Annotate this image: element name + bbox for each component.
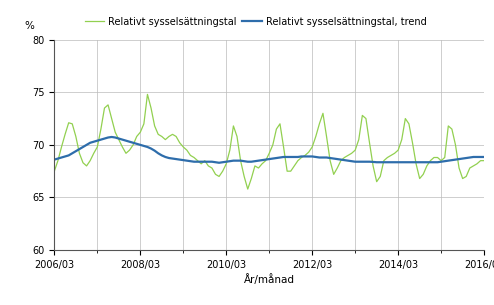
Relativt sysselsättningstal (51, 169, 57, 173)
X-axis label: År/månad: År/månad (244, 274, 295, 285)
Line: Relativt sysselsättningstal: Relativt sysselsättningstal (54, 94, 484, 189)
Relativt sysselsättningstal (238, 159, 244, 163)
Relativt sysselsättningstal (245, 187, 250, 191)
Relativt sysselsättningstal, trend (155, 152, 161, 155)
Relativt sysselsättningstal, trend (327, 156, 333, 160)
Relativt sysselsättningstal (349, 152, 355, 155)
Relativt sysselsättningstal (327, 159, 333, 163)
Relativt sysselsättningstal, trend (216, 161, 222, 165)
Text: %: % (24, 21, 34, 31)
Relativt sysselsättningstal, trend (459, 157, 465, 160)
Relativt sysselsättningstal, trend (51, 158, 57, 161)
Relativt sysselsättningstal, trend (109, 135, 115, 139)
Relativt sysselsättningstal (459, 177, 465, 180)
Relativt sysselsättningstal (481, 159, 487, 163)
Line: Relativt sysselsättningstal, trend: Relativt sysselsättningstal, trend (54, 137, 484, 163)
Relativt sysselsättningstal, trend (94, 139, 100, 142)
Legend: Relativt sysselsättningstal, Relativt sysselsättningstal, trend: Relativt sysselsättningstal, Relativt sy… (81, 13, 430, 31)
Relativt sysselsättningstal (144, 92, 150, 96)
Relativt sysselsättningstal, trend (349, 159, 355, 163)
Relativt sysselsättningstal (155, 132, 161, 136)
Relativt sysselsättningstal (94, 145, 100, 149)
Relativt sysselsättningstal, trend (481, 155, 487, 159)
Relativt sysselsättningstal, trend (241, 159, 247, 163)
